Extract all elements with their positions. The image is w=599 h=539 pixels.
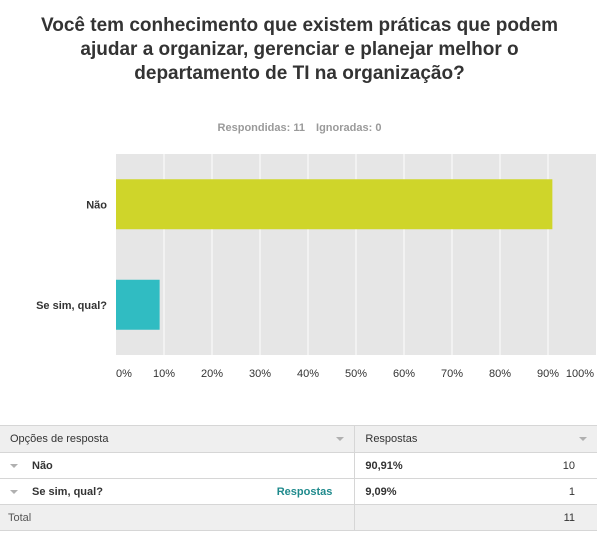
x-tick-label: 50% [345,368,367,380]
table-row: Se sim, qual? Respostas 9,09% 1 [0,478,597,505]
x-tick-label: 20% [201,368,223,380]
bar-chart: 0% 10% 20% 30% 40% 50% 60% 70% 80% 90% 100% Não Se s… [36,154,596,380]
category-label: Não [86,199,107,211]
expand-caret-icon[interactable] [10,463,18,468]
sort-caret-icon[interactable] [579,437,587,441]
row-count: 1 [568,485,575,498]
x-tick-label: 90% [537,368,559,380]
response-table: Opções de resposta Respostas Não [0,425,597,531]
expand-caret-icon[interactable] [10,489,18,494]
response-stats: Respondidas: 11 Ignoradas: 0 [0,122,599,134]
row-label: Não [32,459,53,472]
header-responses-label: Respostas [365,433,418,445]
x-tick-label: 80% [489,368,511,380]
table-row: Não 90,91% 10 [0,452,597,479]
bar [116,279,160,330]
table-header: Opções de resposta Respostas [0,425,597,453]
x-tick-label: 60% [393,368,415,380]
header-options[interactable]: Opções de resposta [0,425,356,453]
row-count: 10 [562,459,575,472]
table-total-row: Total 11 [0,504,597,531]
row-percent: 9,09% [365,485,397,498]
x-tick-label: 10% [153,368,175,380]
total-label: Total [8,511,32,524]
skipped-count: Ignoradas: 0 [316,122,382,134]
responses-link[interactable]: Respostas [276,485,333,498]
x-tick-label: 40% [297,368,319,380]
question-title: Você tem conhecimento que existem prátic… [40,15,559,84]
header-responses[interactable]: Respostas [354,425,597,453]
sort-caret-icon[interactable] [336,437,345,441]
x-tick-label: 70% [441,368,463,380]
total-count: 11 [563,511,575,524]
x-tick-label: 0% [116,368,132,380]
header-options-label: Opções de resposta [10,433,109,445]
row-label: Se sim, qual? [32,485,103,498]
x-tick-label: 30% [249,368,271,380]
category-label: Se sim, qual? [36,300,107,312]
bar [116,179,553,230]
x-tick-label: 100% [566,368,594,380]
answered-count: Respondidas: 11 [217,122,305,134]
row-percent: 90,91% [365,459,403,472]
